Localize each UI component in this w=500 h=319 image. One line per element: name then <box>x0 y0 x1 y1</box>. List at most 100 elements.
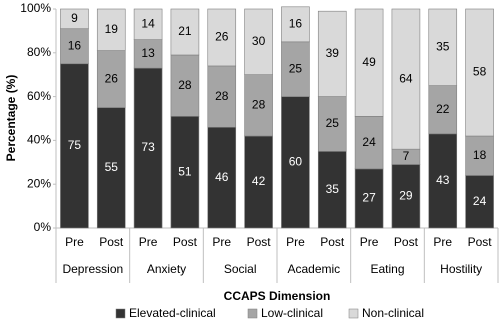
x-tick-label: Post <box>247 235 272 249</box>
data-label: 21 <box>178 24 192 38</box>
bar-segment <box>354 168 384 229</box>
bar-segment <box>96 50 126 108</box>
data-label: 16 <box>68 38 82 52</box>
data-label: 58 <box>473 65 487 79</box>
bar-segment <box>354 8 384 117</box>
data-label: 22 <box>436 102 450 116</box>
bar-segment <box>207 65 237 128</box>
x-tick-label: Post <box>320 235 345 249</box>
y-axis-title: Percentage (%) <box>4 75 18 162</box>
x-tick-label: Pre <box>286 235 305 249</box>
data-label: 19 <box>105 22 119 36</box>
bar-segment <box>317 151 347 229</box>
data-label: 35 <box>326 182 340 196</box>
bar-segment <box>133 67 163 229</box>
bar-segment <box>60 63 89 229</box>
x-tick-label: Pre <box>212 235 231 249</box>
bar-segment <box>170 116 200 229</box>
legend-swatch <box>348 308 359 319</box>
x-tick-label: Post <box>394 235 419 249</box>
data-label: 25 <box>326 116 340 130</box>
data-label: 46 <box>215 170 229 184</box>
legend-label: Elevated-clinical <box>129 306 216 319</box>
bar-segment <box>317 10 347 97</box>
x-tick-label: Pre <box>360 235 379 249</box>
bar-segment <box>428 8 458 86</box>
group-label: Eating <box>370 262 404 276</box>
bar-segment <box>244 74 273 137</box>
data-label: 29 <box>399 188 413 202</box>
group-label: Social <box>224 262 257 276</box>
bar-segment <box>465 135 494 176</box>
data-label: 26 <box>105 71 119 85</box>
data-label: 64 <box>399 71 413 85</box>
x-tick-label: Post <box>99 235 124 249</box>
data-label: 75 <box>68 138 82 152</box>
data-label: 42 <box>252 174 266 188</box>
data-label: 27 <box>362 191 376 205</box>
bar-segment <box>244 8 273 75</box>
data-label: 49 <box>362 55 376 69</box>
y-tick-label: 60% <box>27 89 51 103</box>
data-label: 55 <box>105 160 119 174</box>
legend-swatch <box>247 308 258 319</box>
bar-segment <box>60 28 89 65</box>
data-label: 43 <box>436 173 450 187</box>
x-tick-label: Pre <box>65 235 84 249</box>
data-label: 13 <box>141 46 155 60</box>
bar-segment <box>354 116 384 170</box>
data-label: 30 <box>252 34 266 48</box>
data-label: 28 <box>252 98 266 112</box>
data-label: 25 <box>289 61 303 75</box>
bar-segment <box>281 96 310 229</box>
data-label: 28 <box>215 89 229 103</box>
y-tick-label: 80% <box>27 45 51 59</box>
data-label: 35 <box>436 39 450 53</box>
bar-segment <box>465 8 494 137</box>
bar-segment <box>60 8 89 30</box>
data-label: 26 <box>215 30 229 44</box>
x-tick-label: Post <box>468 235 493 249</box>
group-label: Depression <box>62 262 123 276</box>
bar-segment <box>281 41 310 97</box>
data-label: 28 <box>178 78 192 92</box>
x-tick-label: Pre <box>433 235 452 249</box>
bar-segment <box>170 54 200 117</box>
data-label: 60 <box>289 154 303 168</box>
y-tick-label: 0% <box>34 220 52 234</box>
data-label: 16 <box>289 17 303 31</box>
bar-segment <box>133 39 163 69</box>
bar-segment <box>391 164 421 229</box>
bar-segment <box>96 8 126 51</box>
bar-segment <box>465 175 494 229</box>
y-tick-label: 100% <box>20 1 51 15</box>
legend-label: Low-clinical <box>261 306 323 319</box>
bar-segment <box>207 8 237 67</box>
data-label: 24 <box>473 194 487 208</box>
y-tick-label: 20% <box>27 176 51 190</box>
bar-segment <box>133 8 163 40</box>
legend-label: Non-clinical <box>362 306 424 319</box>
legend-swatch <box>115 308 126 319</box>
bar-segment <box>391 8 421 150</box>
data-label: 39 <box>326 46 340 60</box>
bar-segment <box>207 126 237 229</box>
data-label: 9 <box>71 11 78 25</box>
bar-segment <box>244 135 273 229</box>
group-label: Anxiety <box>147 262 186 276</box>
bar-segment <box>317 96 347 152</box>
data-label: 7 <box>403 149 410 163</box>
bar-segment <box>428 85 458 135</box>
data-label: 73 <box>141 140 155 154</box>
x-tick-label: Post <box>173 235 198 249</box>
group-label: Academic <box>287 262 340 276</box>
data-label: 14 <box>141 17 155 31</box>
data-label: 51 <box>178 164 192 178</box>
data-label: 24 <box>362 135 376 149</box>
bar-segment <box>281 6 310 43</box>
group-label: Hostility <box>440 262 482 276</box>
bar-segment <box>170 8 200 56</box>
data-label: 18 <box>473 148 487 162</box>
x-axis-title: CCAPS Dimension <box>224 289 331 303</box>
